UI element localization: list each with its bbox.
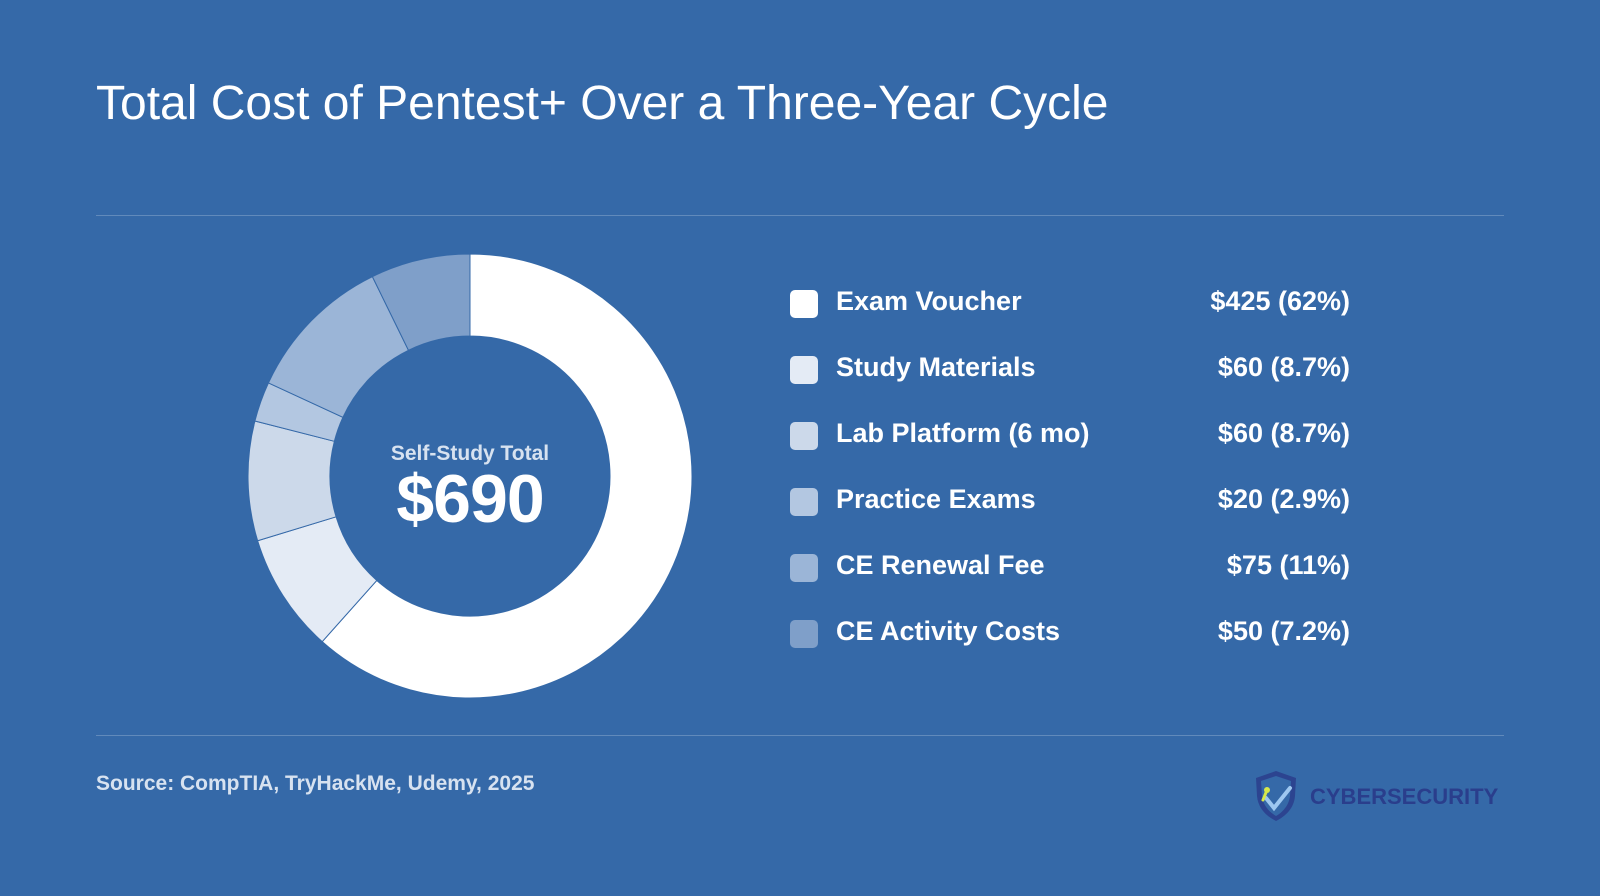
legend-item-lab-platform-6-mo: Lab Platform (6 mo) $60 (8.7%)	[790, 412, 1350, 478]
legend-label: Study Materials	[836, 352, 1036, 382]
legend-value: $50 (7.2%)	[1217, 616, 1350, 646]
donut-chart: Self-Study Total $690	[248, 254, 692, 698]
legend-label: CE Renewal Fee	[836, 550, 1045, 580]
legend-swatch	[790, 554, 818, 582]
bottom-divider	[96, 735, 1504, 736]
donut-svg	[248, 254, 692, 698]
source-note: Source: CompTIA, TryHackMe, Udemy, 2025	[96, 772, 535, 795]
legend-item-ce-activity-costs: CE Activity Costs $50 (7.2%)	[790, 610, 1350, 676]
legend-label: Practice Exams	[836, 484, 1036, 514]
legend-swatch	[790, 356, 818, 384]
legend-value: $60 (8.7%)	[1217, 418, 1350, 448]
donut-slice-ce-activity-costs	[371, 254, 471, 351]
top-divider	[96, 215, 1504, 216]
legend-label: Lab Platform (6 mo)	[836, 418, 1090, 448]
shield-icon	[1256, 771, 1296, 821]
brand-logo: CYBERSECURITY	[1250, 768, 1510, 824]
legend-item-practice-exams: Practice Exams $20 (2.9%)	[790, 478, 1350, 544]
legend-label: CE Activity Costs	[836, 616, 1061, 646]
chart-legend: Exam Voucher $425 (62%) Study Materials $60…	[790, 280, 1350, 676]
legend-item-exam-voucher: Exam Voucher $425 (62%)	[790, 280, 1350, 346]
legend-item-ce-renewal-fee: CE Renewal Fee $75 (11%)	[790, 544, 1350, 610]
legend-swatch	[790, 488, 818, 516]
chart-title: Total Cost of Pentest+ Over a Three-Year…	[96, 77, 1109, 130]
center-label: Self-Study Total	[390, 442, 550, 465]
legend-swatch	[790, 422, 818, 450]
legend-value: $60 (8.7%)	[1217, 352, 1350, 382]
legend-item-study-materials: Study Materials $60 (8.7%)	[790, 346, 1350, 412]
legend-label: Exam Voucher	[836, 286, 1022, 316]
legend-value: $75 (11%)	[1226, 550, 1350, 580]
legend-swatch	[790, 290, 818, 318]
legend-value: $20 (2.9%)	[1217, 484, 1350, 514]
legend-value: $425 (62%)	[1210, 286, 1350, 316]
legend-swatch	[790, 620, 818, 648]
center-total-value: $690	[396, 461, 544, 537]
donut-slice-exam-voucher	[321, 254, 692, 698]
brand-name: CYBERSECURITY	[1310, 784, 1499, 809]
